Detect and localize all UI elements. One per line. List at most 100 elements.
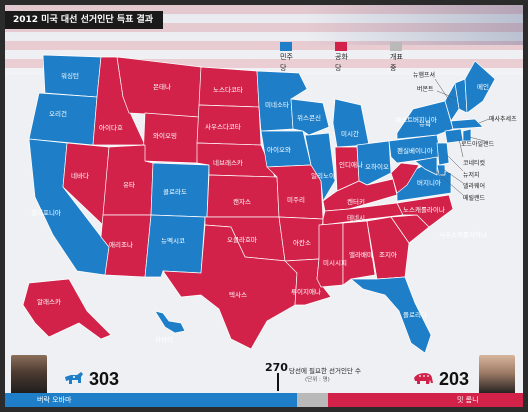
state-ak[interactable] xyxy=(22,278,112,340)
state-ma[interactable] xyxy=(450,118,484,130)
callout-nj: 뉴저지 xyxy=(463,171,480,179)
state-nj[interactable] xyxy=(436,142,450,166)
label-in: 인디애나 xyxy=(339,160,363,169)
legend-item-dem: 민주당 xyxy=(280,41,295,74)
legend-swatch-dem xyxy=(280,41,292,51)
label-la: 루이지애나 xyxy=(291,287,321,296)
callout-vt: 뉴햄프셔 xyxy=(413,71,435,79)
flag-canton xyxy=(305,5,523,45)
label-id: 아이다호 xyxy=(99,123,123,132)
label-al: 앨라배마 xyxy=(349,250,373,259)
state-nc[interactable] xyxy=(396,194,454,228)
legend-label-pending: 개표중 xyxy=(390,53,403,72)
callout-line-nh xyxy=(436,90,458,100)
label-ms: 미시시피 xyxy=(323,258,347,267)
label-mi: 미시간 xyxy=(341,129,359,138)
state-ms[interactable] xyxy=(316,222,344,288)
threshold-value: 270 xyxy=(265,361,288,374)
callout-md: 메릴랜드 xyxy=(463,194,486,202)
romney-name: 밋 롬니 xyxy=(457,396,479,404)
label-sc: 사우스캐롤라이나 xyxy=(439,230,487,239)
label-fl: 플로리다 xyxy=(403,310,427,319)
label-nd: 노스다코타 xyxy=(213,85,243,94)
label-ia: 아이오와 xyxy=(267,145,291,154)
us-map: 워싱턴 오리건 캘리포니아 네바다 아이다호 몬태나 와이오밍 유타 애리조나 … xyxy=(22,54,517,354)
threshold-marker xyxy=(277,373,279,391)
state-fl[interactable] xyxy=(350,276,432,354)
state-hi[interactable] xyxy=(154,310,186,334)
callout-de: 델라웨어 xyxy=(463,182,485,190)
legend-item-rep: 공화당 xyxy=(335,41,350,74)
label-mt: 몬태나 xyxy=(153,82,171,91)
label-mo: 미주리 xyxy=(287,195,305,204)
label-mn: 미네소타 xyxy=(265,100,289,109)
state-md[interactable] xyxy=(414,156,438,176)
callout-line-vt xyxy=(434,78,452,104)
result-bar-rep xyxy=(328,393,523,407)
state-ks[interactable] xyxy=(206,174,280,218)
label-ca: 캘리포니아 xyxy=(31,208,61,217)
result-bar-dem xyxy=(5,393,297,407)
callout-nh: 버몬트 xyxy=(417,85,434,93)
label-az: 애리조나 xyxy=(109,240,133,249)
label-tx: 텍사스 xyxy=(229,290,247,299)
state-de[interactable] xyxy=(436,164,446,176)
label-oh: 오하이오 xyxy=(365,162,389,171)
label-ak: 알래스카 xyxy=(37,297,61,306)
callout-line-md xyxy=(432,168,464,196)
state-al[interactable] xyxy=(342,220,376,286)
obama-name: 버락 오바마 xyxy=(37,396,72,404)
label-hi: 하와이 xyxy=(155,335,173,344)
state-tx[interactable] xyxy=(162,224,298,350)
label-pa: 펜실베이니아 xyxy=(397,146,433,155)
label-nc: 노스캐롤라이나 xyxy=(403,205,445,214)
label-ar: 아칸소 xyxy=(293,238,311,247)
label-ut: 유타 xyxy=(123,180,135,189)
state-wv[interactable] xyxy=(390,162,420,194)
state-or[interactable] xyxy=(28,92,98,146)
callout-line-ma xyxy=(478,118,490,124)
legend-swatch-rep xyxy=(335,41,347,51)
legend-item-pending: 개표중 xyxy=(390,41,405,74)
callout-line-de xyxy=(442,168,464,184)
label-wv: 웨스트버지니아 xyxy=(395,115,437,124)
label-wy: 와이오밍 xyxy=(153,131,177,140)
threshold-label: 당선에 필요한 선거인단 수 xyxy=(289,367,361,375)
label-ne: 네브래스카 xyxy=(213,158,243,167)
avatar-obama xyxy=(11,355,47,395)
result-bar-pending xyxy=(297,393,328,407)
callout-line-ri xyxy=(468,136,486,142)
label-or: 오리건 xyxy=(49,109,67,118)
state-me[interactable] xyxy=(464,60,496,114)
legend-label-rep: 공화당 xyxy=(335,53,348,72)
romney-electoral-votes: 203 xyxy=(439,369,470,389)
label-wa: 워싱턴 xyxy=(61,71,79,80)
obama-electoral-votes: 303 xyxy=(89,369,120,389)
label-ky: 켄터키 xyxy=(347,197,365,206)
callout-ri: 로드아일랜드 xyxy=(461,140,495,148)
state-nm[interactable] xyxy=(144,214,206,278)
callout-line-nj xyxy=(446,154,464,172)
label-il: 일리노이 xyxy=(311,171,335,180)
state-ri[interactable] xyxy=(462,128,472,142)
label-ok: 오클라호마 xyxy=(227,235,257,244)
donkey-icon xyxy=(65,372,83,384)
label-sd: 사우스다코타 xyxy=(205,122,241,131)
state-oh[interactable] xyxy=(356,140,392,186)
label-ks: 캔자스 xyxy=(233,197,251,206)
threshold-unit: (단위 : 명) xyxy=(305,377,330,383)
callout-line-ct xyxy=(458,138,464,158)
title-bar: 2012 미국 대선 선거인단 득표 결과 xyxy=(5,11,164,29)
state-mi[interactable] xyxy=(332,98,370,148)
state-il[interactable] xyxy=(304,132,336,202)
label-wi: 위스콘신 xyxy=(297,113,321,122)
elephant-icon xyxy=(414,373,433,384)
callout-ct: 코네티컷 xyxy=(463,159,486,167)
legend-label-dem: 민주당 xyxy=(280,53,293,72)
label-ga: 조지아 xyxy=(379,250,397,259)
label-co: 콜로라도 xyxy=(163,187,187,196)
state-ga[interactable] xyxy=(366,216,410,280)
label-tn: 테네시 xyxy=(347,213,365,222)
panel: 2012 미국 대선 선거인단 득표 결과 민주당 공화당 개표중 xyxy=(5,5,523,407)
